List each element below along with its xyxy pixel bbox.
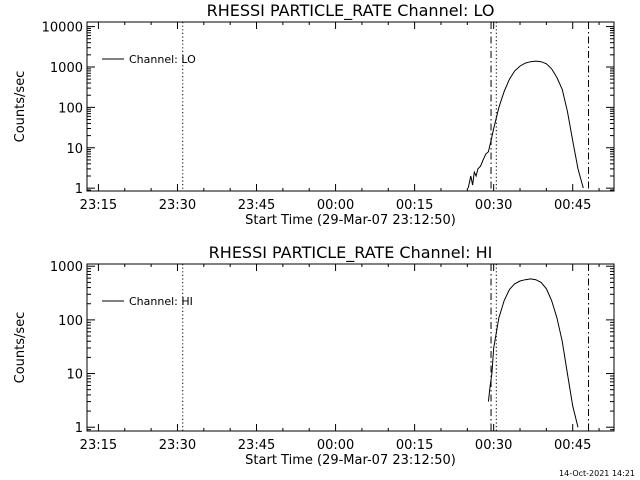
plot-frame <box>86 263 615 432</box>
series-line <box>467 60 584 189</box>
legend-label: Channel: HI <box>129 295 193 308</box>
panel-hi: RHESSI PARTICLE_RATE Channel: HI 23:15 23:… <box>13 243 615 468</box>
chart-title: RHESSI PARTICLE_RATE Channel: HI <box>209 243 493 263</box>
y-tick-label: 100 <box>58 101 83 116</box>
y-tick-label: 10 <box>66 142 83 157</box>
y-tick-label: 1 <box>75 421 83 436</box>
x-tick-label: 23:30 <box>159 438 196 453</box>
series-line <box>487 278 579 428</box>
timestamp-label: 14-Oct-2021 14:21 <box>559 469 635 478</box>
x-tick-label: 23:15 <box>80 438 117 453</box>
x-tick-label: 00:00 <box>317 438 354 453</box>
x-tick-label: 00:00 <box>317 198 354 213</box>
y-tick-label: 10000 <box>42 21 83 36</box>
panel-lo: RHESSI PARTICLE_RATE Channel: LO 23:15 23:… <box>13 1 615 228</box>
y-tick-label: 10 <box>66 368 83 383</box>
x-axis-label: Start Time (29-Mar-07 23:12:50) <box>245 213 456 228</box>
legend-label: Channel: LO <box>129 53 196 66</box>
x-tick-label: 00:30 <box>475 198 512 213</box>
chart-title: RHESSI PARTICLE_RATE Channel: LO <box>207 1 495 21</box>
y-axis-label: Counts/sec <box>13 71 28 143</box>
y-axis-label: Counts/sec <box>13 312 28 384</box>
x-tick-label: 00:15 <box>396 438 433 453</box>
x-tick-label: 23:15 <box>80 198 117 213</box>
y-tick-label: 1 <box>75 182 83 197</box>
x-tick-label: 23:45 <box>238 438 275 453</box>
y-tick-label: 100 <box>58 314 83 329</box>
x-axis-label: Start Time (29-Mar-07 23:12:50) <box>245 453 456 468</box>
x-tick-label: 00:30 <box>475 438 512 453</box>
y-tick-label: 1000 <box>50 61 83 76</box>
x-tick-label: 00:15 <box>396 198 433 213</box>
x-tick-label: 23:30 <box>159 198 196 213</box>
plot-frame <box>86 21 615 192</box>
y-tick-label: 1000 <box>50 260 83 275</box>
x-tick-label: 23:45 <box>238 198 275 213</box>
x-tick-label: 00:45 <box>554 438 591 453</box>
x-tick-label: 00:45 <box>554 198 591 213</box>
